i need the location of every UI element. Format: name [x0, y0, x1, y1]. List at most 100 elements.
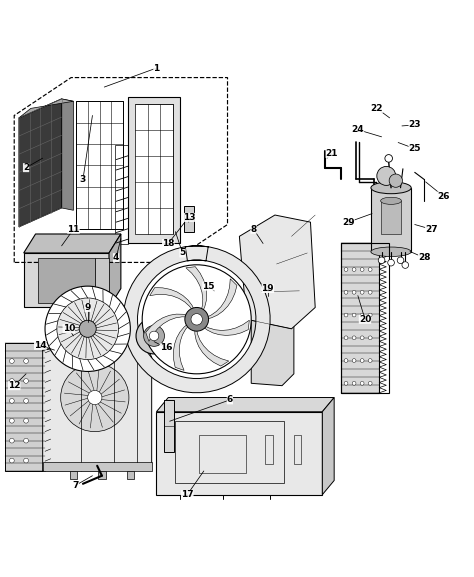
Bar	[175, 421, 284, 483]
Text: 24: 24	[352, 125, 364, 134]
Circle shape	[344, 359, 348, 362]
Circle shape	[385, 155, 392, 162]
Circle shape	[352, 336, 356, 340]
Text: 27: 27	[425, 225, 438, 234]
Circle shape	[368, 359, 372, 362]
Text: 8: 8	[250, 225, 257, 234]
Text: 25: 25	[409, 144, 421, 153]
Circle shape	[352, 313, 356, 317]
Bar	[199, 436, 246, 473]
Text: 26: 26	[437, 192, 449, 201]
Ellipse shape	[381, 197, 401, 204]
Circle shape	[360, 290, 364, 294]
Text: 17: 17	[181, 490, 193, 499]
Circle shape	[45, 286, 130, 372]
Circle shape	[136, 318, 172, 354]
Polygon shape	[128, 96, 180, 243]
Text: 23: 23	[409, 121, 421, 129]
Polygon shape	[150, 287, 195, 312]
Text: 6: 6	[227, 395, 233, 404]
Polygon shape	[62, 99, 73, 210]
Circle shape	[149, 331, 159, 340]
Bar	[294, 436, 301, 464]
Circle shape	[24, 418, 28, 423]
Circle shape	[352, 359, 356, 362]
Circle shape	[185, 308, 209, 331]
Bar	[265, 436, 273, 464]
Circle shape	[344, 381, 348, 385]
Polygon shape	[156, 412, 322, 494]
Bar	[164, 400, 174, 452]
Polygon shape	[76, 102, 123, 229]
Text: 9: 9	[84, 303, 91, 312]
Circle shape	[368, 381, 372, 385]
Circle shape	[9, 418, 14, 423]
Circle shape	[24, 439, 28, 443]
Text: 29: 29	[342, 218, 355, 227]
Text: 28: 28	[418, 253, 430, 262]
Text: 1: 1	[153, 63, 160, 73]
Text: 13: 13	[183, 213, 196, 222]
Polygon shape	[135, 104, 173, 234]
Text: 22: 22	[371, 104, 383, 113]
Polygon shape	[109, 234, 121, 308]
Polygon shape	[341, 243, 379, 393]
Polygon shape	[146, 314, 189, 342]
Polygon shape	[156, 398, 334, 412]
Bar	[371, 188, 411, 252]
Circle shape	[344, 336, 348, 340]
Bar	[184, 205, 194, 231]
Circle shape	[360, 313, 364, 317]
Polygon shape	[205, 279, 237, 319]
Polygon shape	[186, 267, 207, 313]
Text: 21: 21	[326, 149, 338, 158]
Text: 5: 5	[179, 249, 186, 257]
Circle shape	[360, 359, 364, 362]
Bar	[115, 145, 128, 245]
Circle shape	[352, 268, 356, 271]
Circle shape	[24, 359, 28, 364]
Polygon shape	[19, 99, 62, 227]
Polygon shape	[322, 398, 334, 494]
Circle shape	[378, 257, 385, 264]
Circle shape	[344, 290, 348, 294]
Text: 20: 20	[359, 315, 371, 324]
Bar	[70, 471, 77, 479]
Text: 15: 15	[202, 282, 215, 291]
Polygon shape	[24, 253, 109, 308]
Bar	[127, 471, 134, 479]
Circle shape	[344, 313, 348, 317]
Polygon shape	[239, 215, 315, 329]
Polygon shape	[43, 462, 152, 471]
Polygon shape	[195, 328, 229, 366]
Bar	[98, 471, 106, 479]
Circle shape	[79, 320, 96, 338]
Text: 3: 3	[80, 175, 86, 184]
Polygon shape	[19, 99, 73, 118]
Circle shape	[9, 439, 14, 443]
Circle shape	[368, 336, 372, 340]
Polygon shape	[202, 320, 249, 335]
Circle shape	[24, 458, 28, 463]
Polygon shape	[251, 234, 294, 385]
Text: 18: 18	[162, 239, 174, 248]
Circle shape	[88, 391, 102, 404]
Circle shape	[397, 257, 404, 264]
Bar	[381, 201, 401, 234]
Text: 14: 14	[34, 341, 46, 350]
Circle shape	[9, 458, 14, 463]
Circle shape	[388, 259, 394, 266]
Circle shape	[344, 268, 348, 271]
Text: 7: 7	[73, 481, 79, 490]
Circle shape	[352, 381, 356, 385]
Circle shape	[352, 290, 356, 294]
Text: 12: 12	[8, 381, 20, 390]
Text: 10: 10	[63, 324, 75, 334]
Text: 16: 16	[160, 343, 172, 352]
Circle shape	[61, 364, 129, 432]
Text: 11: 11	[67, 225, 80, 234]
Circle shape	[9, 399, 14, 403]
Text: 2: 2	[23, 163, 29, 172]
Polygon shape	[24, 234, 121, 253]
Polygon shape	[43, 343, 152, 471]
